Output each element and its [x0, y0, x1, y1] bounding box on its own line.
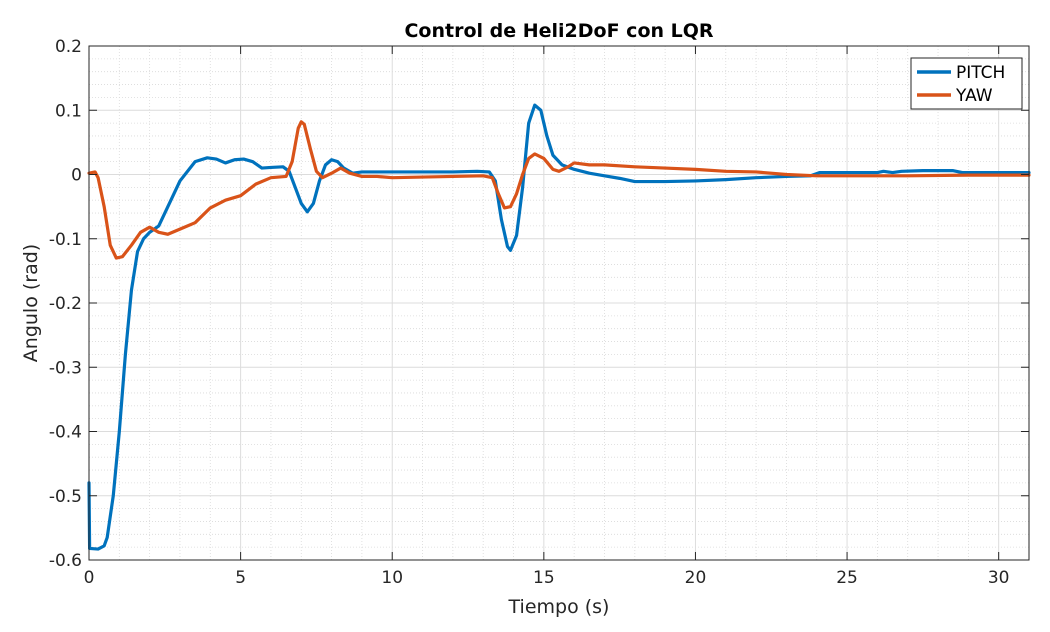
y-tick-label: -0.6 [49, 551, 82, 571]
x-tick-label: 20 [685, 568, 707, 588]
x-tick-label: 10 [381, 568, 403, 588]
series-line-pitch [87, 103, 1031, 551]
y-tick-label: -0.4 [49, 423, 82, 443]
y-tick-label: -0.3 [49, 358, 82, 378]
x-tick-label: 25 [836, 568, 858, 588]
axis-ticks [88, 45, 1029, 561]
y-tick-label: -0.1 [49, 230, 82, 250]
legend-label-pitch: PITCH [956, 63, 1005, 83]
y-tick-label: 0.2 [55, 37, 82, 57]
major-grid [88, 45, 1029, 561]
x-tick-label: 0 [84, 568, 95, 588]
chart-title: Control de Heli2DoF con LQR [404, 20, 713, 42]
minor-grid [89, 46, 1030, 560]
legend-box [910, 57, 1023, 110]
x-axis-label: Tiempo (s) [508, 596, 610, 618]
legend-label-yaw: YAW [955, 86, 993, 106]
series-group [87, 103, 1031, 551]
y-axis-label: Angulo (rad) [20, 244, 42, 362]
series-line-yaw [87, 120, 1031, 260]
legend: PITCH YAW [910, 57, 1023, 110]
y-tick-label: -0.2 [49, 294, 82, 314]
y-tick-label: 0.1 [55, 101, 82, 121]
x-tick-label: 15 [533, 568, 555, 588]
x-tick-label: 30 [988, 568, 1010, 588]
axis-tick-labels: 0 5 10 15 20 25 30 0.2 0.1 0 -0.1 -0.2 -0.3 -0.4 -0.5 -… [49, 37, 1010, 588]
x-tick-label: 5 [235, 568, 246, 588]
y-tick-label: 0 [71, 166, 82, 186]
y-tick-label: -0.5 [49, 487, 82, 507]
